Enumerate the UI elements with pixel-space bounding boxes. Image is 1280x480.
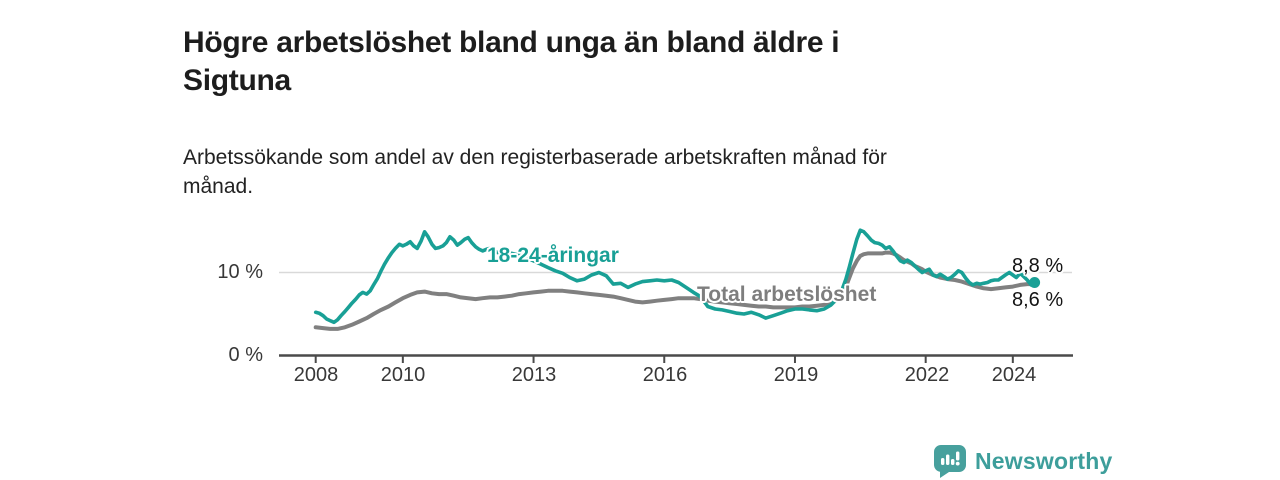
title-line-2: Sigtuna — [183, 64, 291, 98]
x-axis-tick-2019: 2019 — [773, 364, 819, 386]
end-value-label-young: 8,8 % — [1012, 255, 1064, 277]
x-axis-tick-2008: 2008 — [293, 364, 339, 386]
end-value-label-total: 8,6 % — [1012, 289, 1064, 311]
page-title: Högre arbetslöshet bland unga än bland ä… — [183, 24, 1043, 100]
subtitle-line-2: månad. — [183, 175, 254, 198]
y-axis-tick-10: 10 % — [217, 261, 263, 283]
title-line-1: Högre arbetslöshet bland unga än bland ä… — [183, 26, 840, 60]
x-axis-tick-2013: 2013 — [511, 364, 557, 386]
newsworthy-logo[interactable]: Newsworthy — [934, 445, 1112, 478]
chart-subtitle: Arbetssökande som andel av den registerb… — [183, 143, 1063, 201]
y-axis-tick-0: 0 % — [228, 344, 263, 366]
x-axis-tick-2016: 2016 — [642, 364, 688, 386]
subtitle-line-1: Arbetssökande som andel av den registerb… — [183, 146, 887, 169]
bar-chart-speech-bubble-icon — [934, 445, 966, 478]
x-axis-tick-2010: 2010 — [380, 364, 426, 386]
newsworthy-logo-text: Newsworthy — [975, 448, 1113, 474]
x-axis-tick-2024: 2024 — [991, 364, 1037, 386]
x-axis-tick-2022: 2022 — [904, 364, 950, 386]
series-label-total: Total arbetslöshet — [697, 283, 877, 306]
series-label-young: 18-24-åringar — [487, 244, 619, 267]
